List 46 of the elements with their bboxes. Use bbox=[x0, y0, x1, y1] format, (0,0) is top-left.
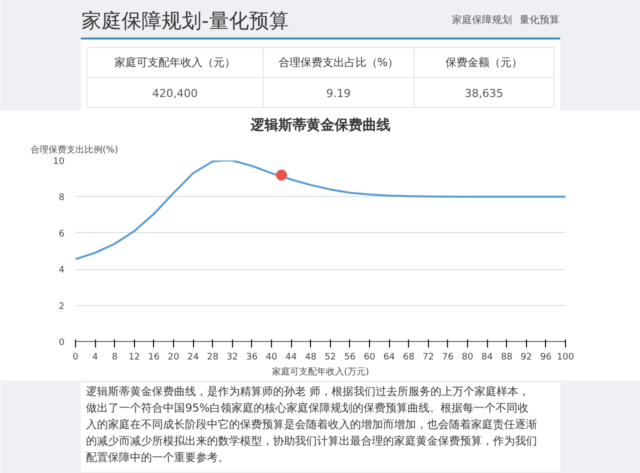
text: 家庭保障规划 bbox=[452, 14, 512, 26]
x-tick-label: 16 bbox=[148, 352, 160, 362]
category-label: 家庭可支配年收入（元） bbox=[114, 56, 236, 69]
x-tick-label: 40 bbox=[266, 352, 278, 362]
y-tick-label: 8 bbox=[58, 193, 65, 204]
text: 420,400 bbox=[152, 87, 198, 100]
x-tick-label: 68 bbox=[402, 352, 415, 362]
text: 9.19 bbox=[326, 87, 351, 100]
y-tick-label: 6 bbox=[58, 229, 65, 240]
category-label: 合理保费支出占比（%） bbox=[278, 56, 399, 69]
x-tick-label: 88 bbox=[500, 352, 513, 362]
text: 逻辑斯蒂黄金保费曲线，是作为精算师的孙老 师，根据我们过去所服务的上万个家庭样本，做出了一个符合中国95%白领家庭的核心家庭保障规划的保费预算曲线。根据每一个不同收入的家庭在不同成长阶段中它的保费预算是会随着收入的增加而增加，也会随着家庭责任逐渐的减少而减少所模拟出来的数学模型，协助我们计算出最合理的家庭黄金保费预算，作为我们配置保障中的一个重要参考。 bbox=[86, 385, 538, 464]
line-series bbox=[76, 160, 566, 260]
y-axis-title: 合理保费支出比例(%) bbox=[30, 144, 118, 156]
x-tick-label: 96 bbox=[540, 352, 552, 362]
x-tick-label: 84 bbox=[481, 352, 494, 362]
text: 量化预算 bbox=[519, 14, 560, 26]
x-tick-label: 100 bbox=[556, 352, 574, 362]
x-tick-label: 32 bbox=[226, 352, 238, 362]
x-tick-label: 60 bbox=[364, 352, 376, 362]
y-tick-label: 10 bbox=[53, 157, 65, 167]
x-tick-label: 76 bbox=[442, 352, 454, 362]
x-tick-label: 28 bbox=[206, 352, 219, 362]
x-tick-label: 8 bbox=[112, 352, 118, 362]
x-axis-title: 家庭可支配年收入(万元) bbox=[272, 366, 370, 378]
text: 家庭保障规划-量化预算 bbox=[82, 8, 289, 32]
x-tick-label: 36 bbox=[246, 352, 258, 362]
x-tick-label: 56 bbox=[344, 352, 356, 362]
category-label: 保费金额（元） bbox=[445, 56, 522, 69]
y-tick-label: 2 bbox=[58, 302, 65, 312]
x-tick-label: 52 bbox=[324, 352, 336, 362]
chart-title: 逻辑斯蒂黄金保费曲线 bbox=[250, 118, 390, 134]
x-tick-label: 64 bbox=[383, 352, 396, 362]
text: 38,635 bbox=[464, 87, 504, 100]
x-tick-label: 4 bbox=[92, 352, 98, 362]
y-tick-label: 0 bbox=[58, 338, 65, 348]
x-tick-label: 92 bbox=[520, 352, 532, 362]
x-tick-label: 0 bbox=[72, 352, 79, 362]
x-tick-label: 72 bbox=[422, 352, 434, 362]
y-tick-label: 4 bbox=[58, 266, 65, 276]
x-tick-label: 48 bbox=[304, 352, 317, 362]
x-tick-label: 80 bbox=[462, 352, 474, 362]
x-tick-label: 12 bbox=[128, 352, 140, 362]
x-tick-label: 20 bbox=[168, 352, 180, 362]
x-tick-label: 44 bbox=[285, 352, 298, 362]
x-tick-label: 24 bbox=[187, 352, 200, 362]
